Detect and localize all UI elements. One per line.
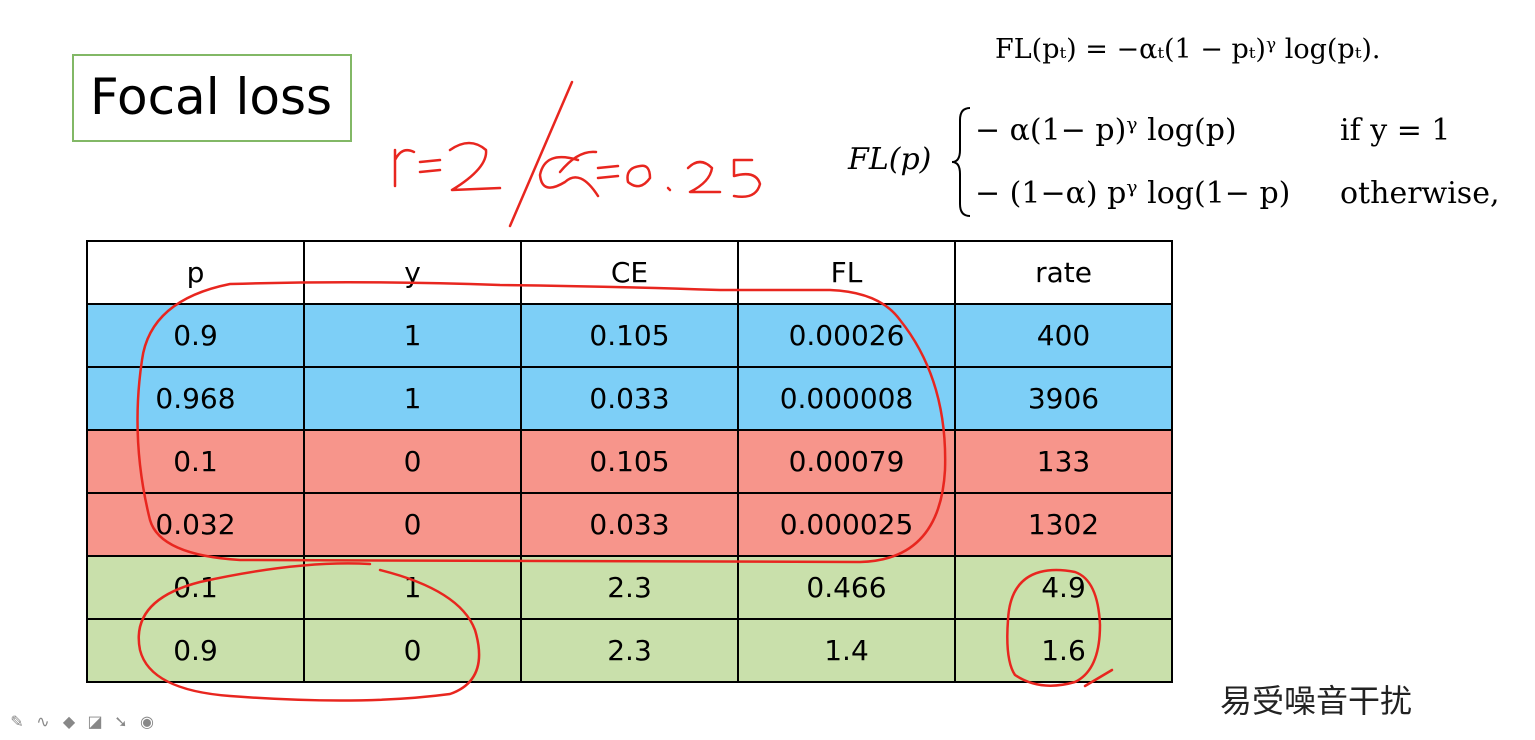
cell-ce: 2.3: [520, 555, 739, 620]
cell-y: 1: [303, 366, 522, 431]
header-y: y: [303, 240, 522, 305]
cell-y: 1: [303, 555, 522, 620]
cell-ce: 0.105: [520, 429, 739, 494]
cell-fl: 0.000008: [737, 366, 956, 431]
formula-condition-negative: otherwise,: [1340, 176, 1500, 211]
cell-fl: 0.00026: [737, 303, 956, 368]
cell-p: 0.032: [86, 492, 305, 557]
handwritten-parameters: [393, 80, 762, 228]
brace-icon: [951, 107, 971, 217]
cell-rate: 133: [954, 429, 1173, 494]
table-row: 0.1 1 2.3 0.466 4.9: [86, 555, 1173, 620]
cell-rate: 4.9: [954, 555, 1173, 620]
highlighter-icon[interactable]: ◆: [62, 714, 76, 731]
side-note: 易受噪音干扰: [1220, 682, 1413, 720]
table-header-row: p y CE FL rate: [86, 240, 1173, 305]
header-p: p: [86, 240, 305, 305]
title-box: Focal loss: [72, 54, 352, 142]
slide-title: Focal loss: [90, 68, 333, 126]
cell-rate: 1.6: [954, 618, 1173, 683]
cell-rate: 3906: [954, 366, 1173, 431]
cell-y: 1: [303, 303, 522, 368]
table-row: 0.1 0 0.105 0.00079 133: [86, 429, 1173, 494]
header-fl: FL: [737, 240, 956, 305]
cell-ce: 0.033: [520, 492, 739, 557]
cell-fl: 1.4: [737, 618, 956, 683]
cell-y: 0: [303, 492, 522, 557]
cell-rate: 1302: [954, 492, 1173, 557]
cell-fl: 0.00079: [737, 429, 956, 494]
formula-condition-positive: if y = 1: [1340, 113, 1451, 148]
pointer-icon[interactable]: ➘: [114, 714, 128, 731]
cell-p: 0.9: [86, 303, 305, 368]
header-rate: rate: [954, 240, 1173, 305]
cell-p: 0.1: [86, 555, 305, 620]
formula-lhs: FL(p): [848, 142, 932, 177]
header-ce: CE: [520, 240, 739, 305]
cell-ce: 2.3: [520, 618, 739, 683]
record-icon[interactable]: ◉: [140, 714, 154, 731]
cell-y: 0: [303, 429, 522, 494]
loss-table: p y CE FL rate 0.9 1 0.105 0.00026 400 0…: [86, 240, 1173, 683]
cell-y: 0: [303, 618, 522, 683]
cell-ce: 0.105: [520, 303, 739, 368]
cell-p: 0.1: [86, 429, 305, 494]
curve-icon[interactable]: ∿: [36, 714, 50, 731]
table-row: 0.032 0 0.033 0.000025 1302: [86, 492, 1173, 557]
eraser-icon[interactable]: ◪: [87, 714, 103, 731]
cell-rate: 400: [954, 303, 1173, 368]
annotation-toolbar: ✎ ∿ ◆ ◪ ➘ ◉: [8, 712, 156, 732]
table-row: 0.968 1 0.033 0.000008 3906: [86, 366, 1173, 431]
cell-p: 0.968: [86, 366, 305, 431]
cell-p: 0.9: [86, 618, 305, 683]
table-row: 0.9 0 2.3 1.4 1.6: [86, 618, 1173, 683]
cell-fl: 0.466: [737, 555, 956, 620]
pen-icon[interactable]: ✎: [10, 714, 24, 731]
formula-case-negative: − (1−α) pᵞ log(1− p): [975, 176, 1291, 211]
cell-fl: 0.000025: [737, 492, 956, 557]
table-row: 0.9 1 0.105 0.00026 400: [86, 303, 1173, 368]
formula-case-positive: − α(1− p)ᵞ log(p): [975, 113, 1237, 148]
cell-ce: 0.033: [520, 366, 739, 431]
formula-top: FL(pₜ) = −αₜ(1 − pₜ)ᵞ log(pₜ).: [995, 34, 1381, 65]
